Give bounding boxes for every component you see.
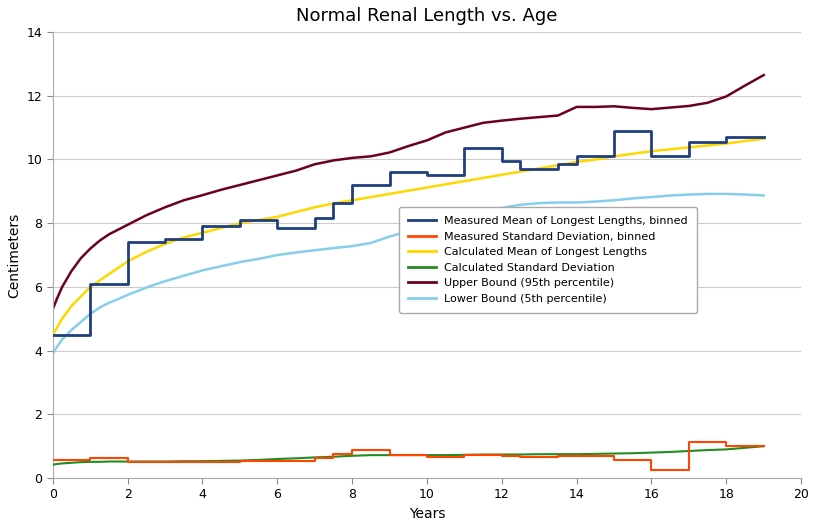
Y-axis label: Centimeters: Centimeters <box>7 212 21 298</box>
Title: Normal Renal Length vs. Age: Normal Renal Length vs. Age <box>296 7 557 25</box>
Legend: Measured Mean of Longest Lengths, binned, Measured Standard Deviation, binned, C: Measured Mean of Longest Lengths, binned… <box>399 207 697 313</box>
X-axis label: Years: Years <box>409 507 446 521</box>
